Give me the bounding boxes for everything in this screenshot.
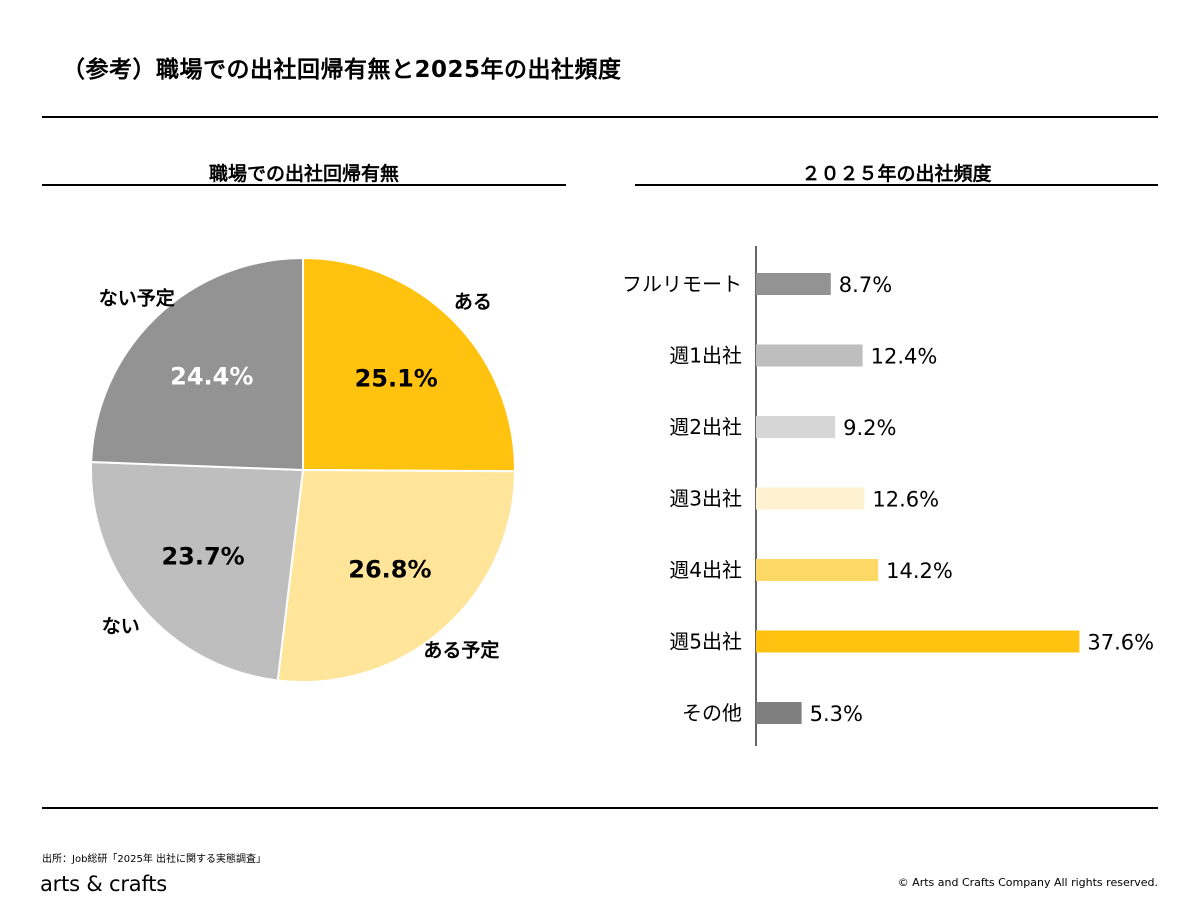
pie-chart-title: 職場での出社回帰有無 [208,163,399,185]
bar-value-label: 12.6% [872,488,939,512]
bar-category-label: その他 [682,701,742,725]
source-note: 出所：Job総研「2025年 出社に関する実態調査」 [42,854,267,865]
pie-slice-nai [90,460,305,682]
bar-rows: フルリモート 8.7% 週1出社 12.4% 週2出社 9.2% 週3出社 12.6% 週4出社… [622,272,1154,726]
bar-value-label: 5.3% [810,702,863,726]
bar-chart-title: ２０２５年の出社頻度 [801,163,992,185]
bar-category-label: 週3出社 [669,487,742,511]
copyright: © Arts and Crafts Company All rights res… [897,876,1158,889]
bar-value-label: 37.6% [1087,631,1154,655]
bar-title-underline [635,184,1158,186]
bar [756,273,831,295]
bar-category-label: 週4出社 [669,558,742,582]
bar [756,630,1080,653]
pie-slice-aru-yotei [276,468,517,683]
bar-category-label: フルリモート [622,272,742,296]
bar-category-label: 週5出社 [669,630,742,654]
bar-category-label: 週1出社 [669,344,742,368]
pie-value-label: 24.4% [170,362,253,390]
pie-category-label: ある予定 [423,639,499,662]
pie-slice-aru [302,256,517,473]
pie-value-label: 25.1% [355,364,438,392]
pie-slice-nai-yotei [90,256,304,472]
pie-title-underline [42,184,566,186]
bottom-divider [42,807,1158,809]
bar-value-label: 8.7% [839,273,892,297]
bar [756,559,879,581]
pie-value-label: 26.8% [348,556,431,584]
bar-value-label: 9.2% [843,416,896,440]
pie-value-label: 23.7% [161,542,244,570]
bar-value-label: 12.4% [871,345,938,369]
pie-category-label: ない予定 [99,286,175,309]
pie-labels: 25.1% ある 26.8% ある予定 23.7% ない 24.4% ない予定 [99,286,500,661]
bar-value-label: 14.2% [886,559,953,583]
top-divider [42,116,1158,118]
bar [756,702,802,724]
bar [756,344,863,367]
pie-category-label: ある [454,291,492,313]
bar-category-label: 週2出社 [669,415,742,439]
pie-slices [90,256,517,683]
pie-category-label: ない [102,616,140,638]
page-title: （参考）職場での出社回帰有無と2025年の出社頻度 [62,57,622,83]
bar [756,416,836,438]
company-logo: arts & crafts [40,872,168,896]
bar [756,487,865,510]
